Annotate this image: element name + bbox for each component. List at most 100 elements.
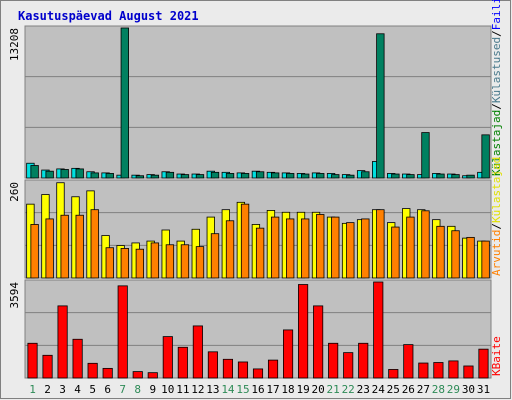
bar-series2-day-10	[165, 244, 175, 279]
x-axis-day-labels: 1 2 3 4 5 6 7 8 9 10 11 12 13 14 15 16 17 18 19 20 21 22 23 24 2…	[29, 383, 490, 396]
right-legend-3: KBaite	[490, 336, 503, 376]
bar-series2-day-1	[30, 165, 39, 179]
bar-series2-day-20	[316, 214, 325, 279]
bar-series2-day-4	[75, 214, 84, 279]
bar-series2-day-9	[150, 242, 160, 279]
bar-series1-day-24	[373, 281, 384, 379]
bar-series2-day-17	[270, 172, 280, 179]
x-tick-label-day-29: 29	[447, 383, 460, 396]
panel-plot-area	[24, 25, 492, 179]
x-tick-label-day-5: 5	[89, 383, 96, 396]
right-legend-2: Arvutid/Külastajad	[490, 157, 503, 276]
bar-series2-day-2	[45, 218, 54, 279]
bar-series2-day-12	[195, 174, 205, 179]
bar-series2-day-19	[301, 218, 310, 279]
bar-series2-day-27	[421, 210, 430, 279]
right-legend-text: Külastajad/Külastused/Failid/Pöördumised	[490, 0, 503, 176]
bar-series1-day-17	[267, 359, 279, 379]
bar-series1-day-31	[478, 348, 489, 379]
bar-series1-day-23	[358, 342, 369, 379]
bar-series2-day-24	[376, 33, 385, 179]
bar-series1-day-28	[433, 362, 444, 379]
bar-series2-day-19	[301, 173, 310, 179]
bar-series2-day-17	[270, 216, 280, 279]
x-tick-label-day-7: 7	[119, 383, 126, 396]
bar-series1-day-22	[343, 352, 354, 379]
x-tick-label-day-13: 13	[206, 383, 219, 396]
x-tick-label-day-17: 17	[266, 383, 279, 396]
bar-series1-day-30	[463, 365, 474, 379]
bar-series2-day-6	[105, 173, 114, 179]
bar-series2-day-5	[90, 209, 99, 279]
bar-series2-day-25	[391, 173, 400, 179]
bar-series2-day-26	[406, 174, 415, 179]
chart-panel-1: 13208 Külastajad/Külastused/Failid/Pöördu…	[8, 0, 503, 179]
bar-series2-day-22	[346, 174, 355, 179]
bar-series1-day-16	[252, 368, 264, 379]
x-tick-label-day-27: 27	[417, 383, 430, 396]
bar-series2-day-13	[210, 233, 220, 279]
bar-series2-day-8	[135, 175, 145, 179]
x-tick-label-day-28: 28	[432, 383, 445, 396]
bar-series2-day-5	[90, 172, 99, 179]
legend-entry: Külastajad	[490, 110, 503, 176]
x-tick-label-day-25: 25	[387, 383, 400, 396]
x-tick-label-day-1: 1	[29, 383, 36, 396]
x-tick-label-day-19: 19	[296, 383, 309, 396]
bar-series1-day-10	[162, 336, 173, 379]
chart-panel-3: 3594 KBaite	[8, 279, 503, 379]
y-tick-label: 3594	[8, 282, 21, 309]
legend-separator: /	[490, 103, 503, 110]
bar-series2-day-14	[225, 220, 235, 279]
bar-series1-day-18	[282, 329, 294, 379]
bar-series2-day-8	[135, 248, 145, 279]
chart-panels: 13208 Külastajad/Külastused/Failid/Pöördu…	[8, 0, 503, 379]
bar-series2-day-6	[105, 247, 114, 279]
x-tick-label-day-8: 8	[134, 383, 141, 396]
bar-series2-day-12	[195, 246, 205, 279]
bar-series2-day-28	[436, 173, 445, 179]
x-tick-label-day-18: 18	[281, 383, 294, 396]
bar-series2-day-2	[45, 170, 54, 179]
x-tick-label-day-15: 15	[236, 383, 249, 396]
legend-entry: Külastused	[490, 37, 503, 103]
bar-series2-day-31	[481, 134, 490, 179]
bar-series2-day-30	[466, 174, 475, 179]
bar-series1-day-6	[102, 367, 113, 379]
bar-series1-day-4	[72, 338, 83, 379]
bar-series2-day-3	[60, 214, 69, 279]
bar-series2-day-28	[436, 225, 445, 279]
bar-series2-day-11	[180, 174, 190, 179]
x-tick-label-day-31: 31	[477, 383, 490, 396]
x-tick-label-day-11: 11	[176, 383, 189, 396]
bar-series2-day-22	[346, 222, 355, 279]
x-tick-label-day-9: 9	[149, 383, 156, 396]
x-tick-label-day-6: 6	[104, 383, 111, 396]
y-tick-label: 260	[8, 182, 21, 202]
bar-series2-day-3	[60, 169, 69, 179]
legend-entry: Failid	[490, 0, 503, 30]
bar-series2-day-23	[361, 171, 370, 179]
x-tick-label-day-3: 3	[59, 383, 66, 396]
legend-entry: KBaite	[490, 336, 503, 376]
bar-series2-day-7	[120, 248, 129, 279]
bar-series1-day-12	[192, 325, 203, 379]
bar-series2-day-29	[451, 174, 460, 179]
bar-series1-day-25	[388, 369, 399, 379]
legend-entry: Arvutid	[490, 230, 503, 276]
bar-series2-day-1	[30, 224, 39, 279]
bar-series2-day-31	[481, 240, 490, 279]
x-tick-label-day-10: 10	[161, 383, 174, 396]
bar-series2-day-29	[451, 230, 460, 279]
bar-series1-day-21	[328, 342, 339, 379]
bar-series2-day-11	[180, 244, 190, 279]
x-tick-label-day-20: 20	[312, 383, 325, 396]
bar-series2-day-15	[240, 203, 250, 279]
x-tick-label-day-22: 22	[342, 383, 355, 396]
bar-series2-day-16	[255, 227, 265, 279]
bar-series2-day-26	[406, 216, 415, 279]
right-legend-1: Külastajad/Külastused/Failid/Pöördumised	[490, 0, 503, 176]
bar-series1-day-5	[87, 362, 98, 379]
bar-series2-day-9	[150, 174, 160, 179]
